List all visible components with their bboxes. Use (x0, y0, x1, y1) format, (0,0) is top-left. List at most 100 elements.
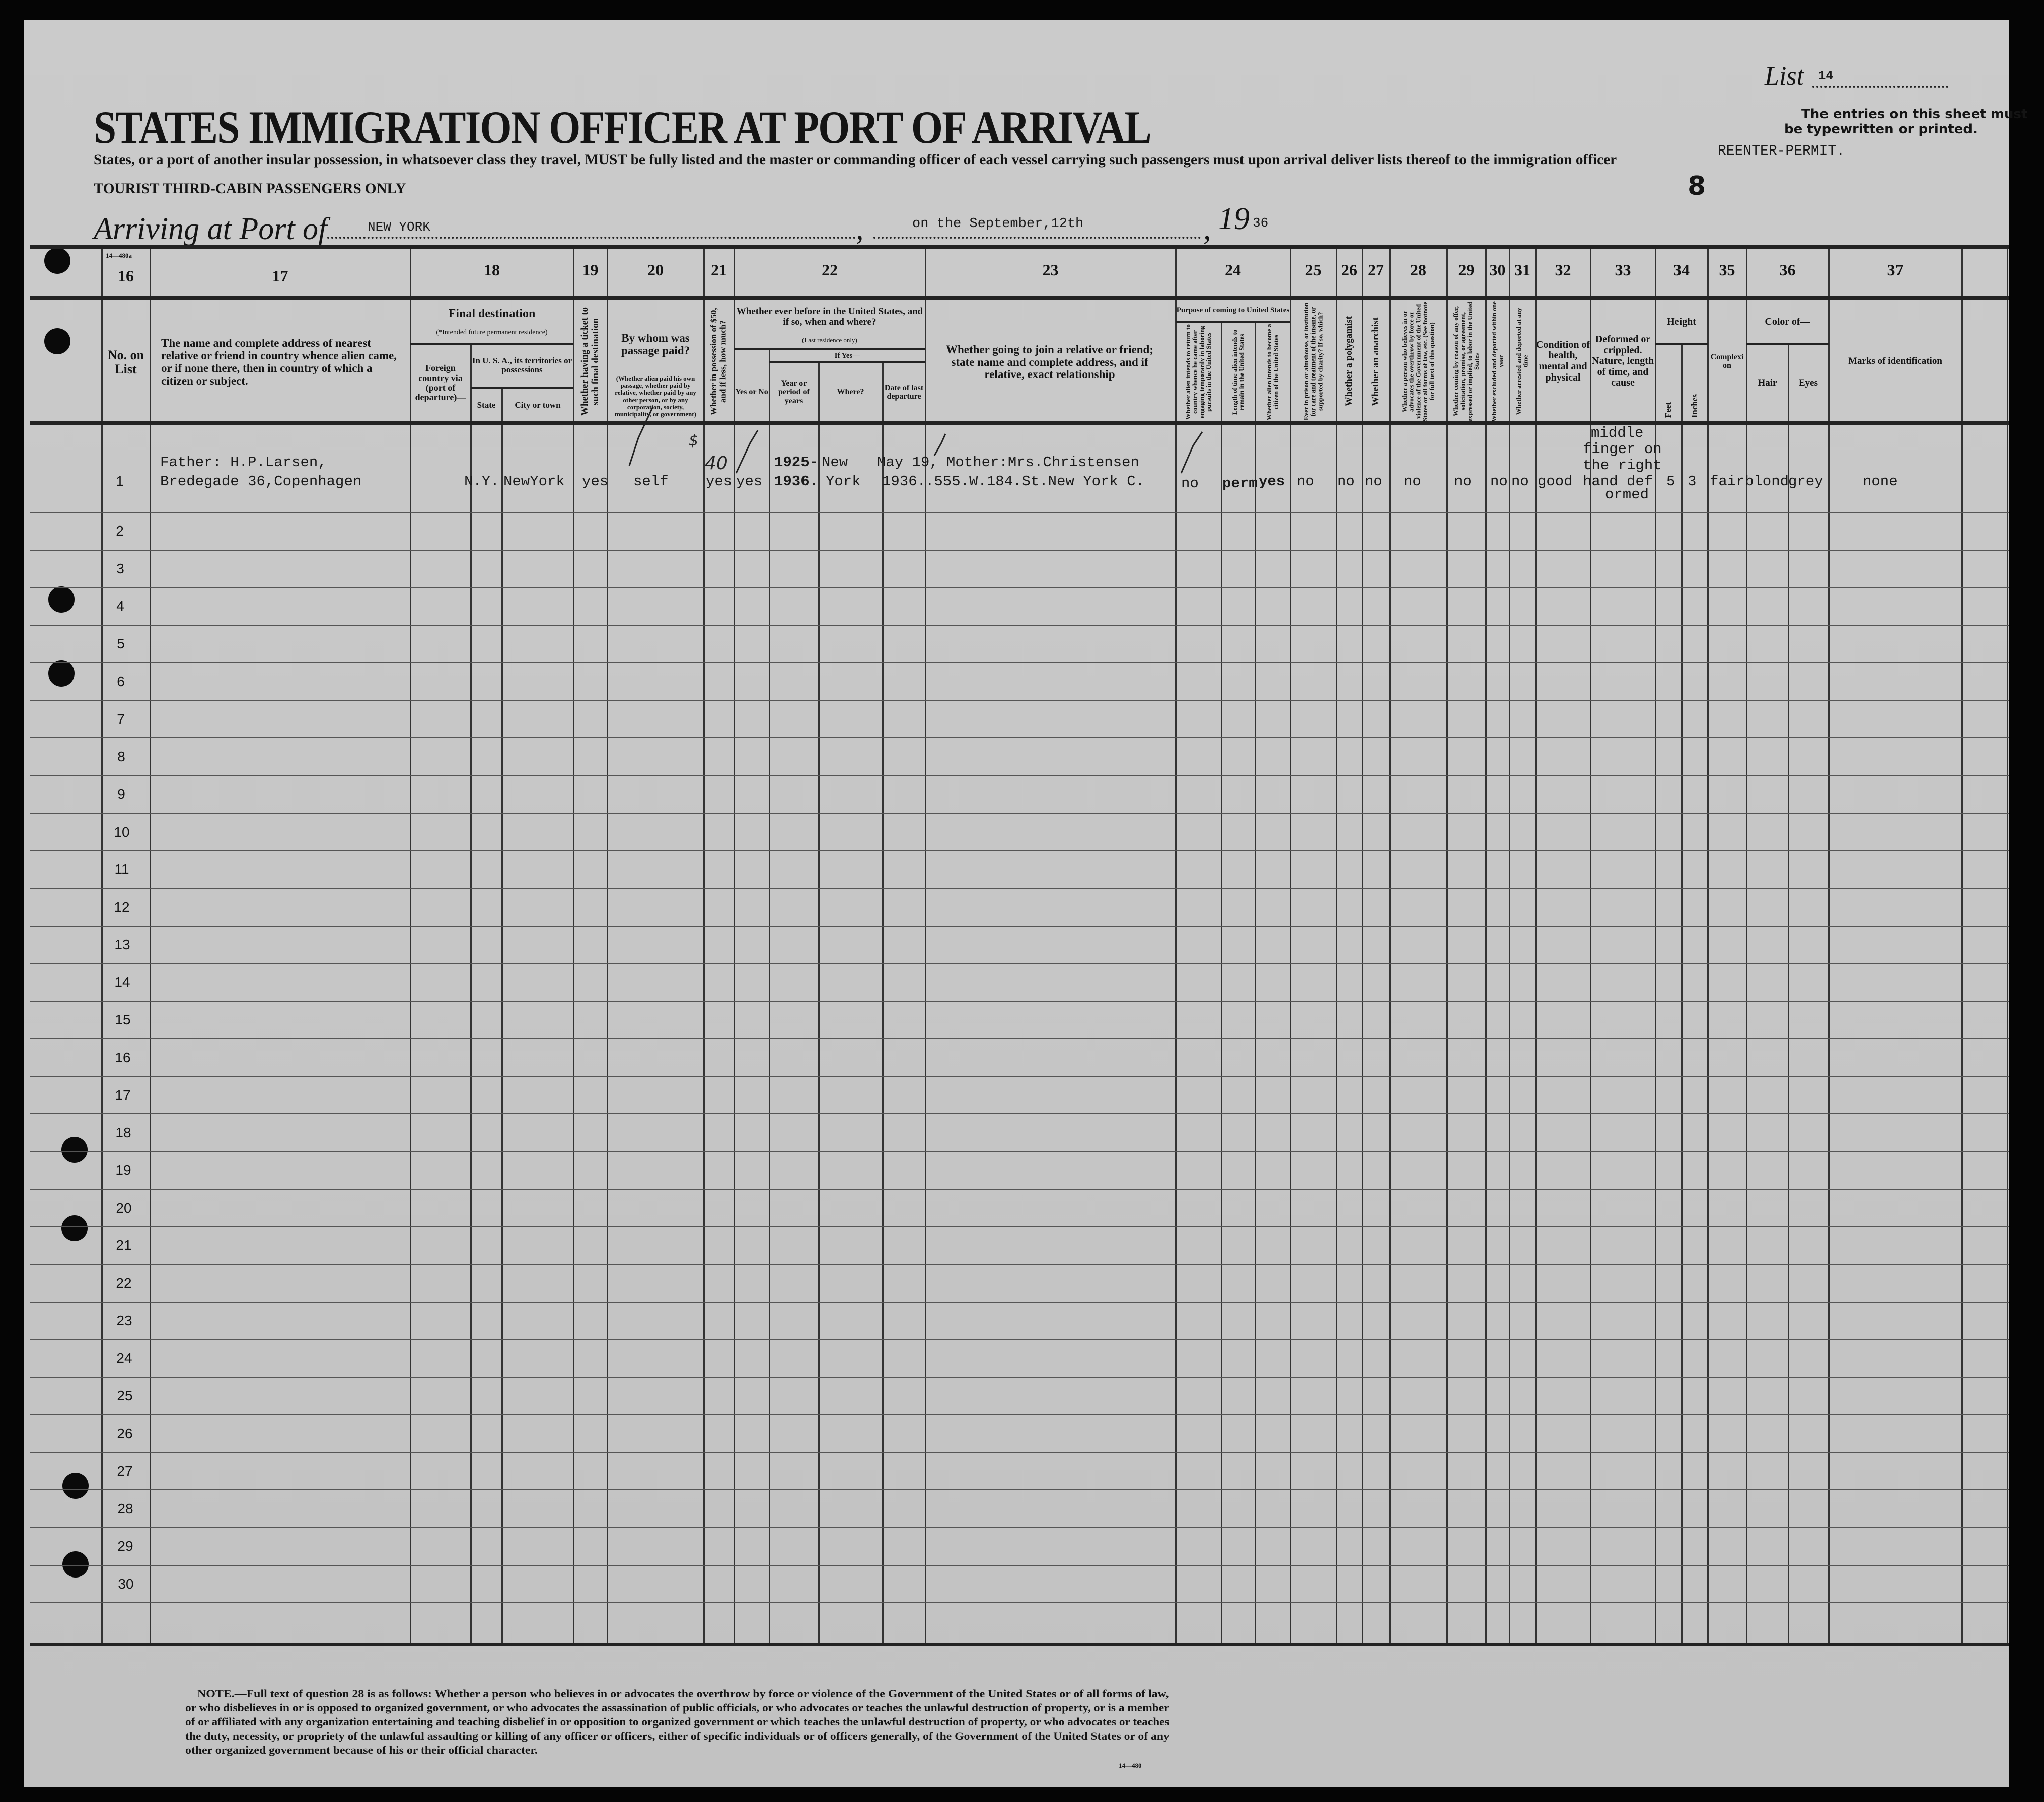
column-rule (882, 362, 884, 1644)
column-number: 21 (711, 261, 727, 279)
form-code: 14—480a (106, 252, 132, 259)
years-value: 1936. (774, 473, 819, 490)
column-rule (703, 247, 705, 1644)
row-rule (30, 1302, 2009, 1303)
row-rule (30, 926, 2009, 927)
row-rule (30, 587, 2009, 588)
column-number: 35 (1719, 261, 1735, 279)
header-in-usa: In U. S. A., its territories or possessi… (472, 355, 572, 374)
column-number: 20 (647, 261, 664, 279)
header-complexion: Complexion (1710, 352, 1744, 370)
height-feet-value: 5 (1666, 473, 1675, 490)
joining-address: .555.W.184.St.New York C. (925, 473, 1145, 490)
deformed-value: the right (1583, 457, 1662, 474)
last-departure-value: 1936. (882, 473, 926, 490)
check-mark (628, 407, 653, 466)
column-rule (1828, 247, 1830, 1644)
money-value: yes (706, 473, 733, 490)
row-rule (30, 775, 2009, 776)
row-rule (30, 700, 2009, 701)
typewritten-notice: The entries on this sheet must (1801, 107, 2028, 122)
footnote-line: the duty, necessity, or propriety of the… (185, 1730, 1170, 1742)
dest-state: N.Y. (464, 473, 499, 490)
eyes-value: grey (1788, 473, 1823, 490)
excluded-value: no (1490, 473, 1508, 490)
row-rule (30, 963, 2009, 964)
money-mark: $ (689, 432, 699, 449)
row-rule (30, 1452, 2009, 1453)
row-rule (30, 737, 2009, 738)
column-rule (1681, 344, 1683, 1644)
arriving-label: Arriving at Port of (94, 212, 327, 246)
row-number: 2 (116, 523, 124, 539)
header-marks: Marks of identification (1848, 355, 1942, 366)
row-number: 4 (116, 598, 124, 614)
punch-hole (44, 248, 70, 274)
row-rule (30, 550, 2009, 551)
row-number: 13 (114, 937, 130, 952)
header-if-yes: If Yes— (834, 351, 860, 360)
header-year-period: Year or period of years (778, 379, 810, 405)
column-number: 32 (1555, 261, 1571, 279)
row-rule (30, 1565, 2009, 1566)
column-rule (101, 247, 103, 1644)
header-foreign-country: Foreign country via (port of departure)— (415, 363, 466, 403)
header-nearest-relative: The name and complete address of nearest… (161, 337, 397, 387)
row-rule (30, 850, 2009, 851)
punch-hole (62, 1551, 89, 1578)
health-value: good (1538, 473, 1573, 490)
row-number: 11 (114, 861, 129, 877)
comma: , (856, 212, 864, 246)
footnote-line: of or affiliated with any organization e… (185, 1715, 1170, 1728)
row-number: 8 (117, 748, 125, 764)
form-code: 14—480 (1119, 1762, 1142, 1769)
row-number: 14 (114, 974, 130, 990)
header-height: Height (1667, 316, 1696, 328)
column-number: 23 (1042, 261, 1059, 279)
row-rule (30, 1189, 2009, 1190)
money-handwritten: 40 (705, 453, 728, 474)
row-number: 29 (117, 1538, 133, 1554)
column-rule (1746, 247, 1747, 1644)
row-rule (30, 1076, 2009, 1077)
column-rule (2007, 247, 2008, 1644)
length-of-stay-value: perm (1222, 475, 1258, 492)
row-number: 17 (115, 1087, 131, 1103)
row-rule (30, 1226, 2009, 1227)
relative-name: Father: H.P.Larsen, (160, 454, 327, 471)
column-number: 25 (1305, 261, 1322, 279)
row-rule (30, 813, 2009, 814)
column-rule (1509, 247, 1510, 1644)
year-prefix: 19 (1218, 202, 1250, 236)
thick-rule (30, 296, 2009, 300)
column-rule (607, 247, 608, 1644)
row-rule (30, 1489, 2009, 1490)
column-rule (410, 247, 411, 1644)
column-number: 34 (1673, 261, 1690, 279)
column-rule (1290, 247, 1291, 1644)
column-number: 24 (1225, 261, 1241, 279)
thick-rule (30, 1643, 2009, 1646)
punch-hole (44, 328, 70, 354)
subheader-rule (410, 343, 573, 345)
column-number: 17 (272, 267, 288, 285)
row-number: 6 (117, 673, 125, 689)
column-rule (1389, 247, 1391, 1644)
passage-paid-value: self (633, 473, 669, 490)
row-number: 25 (117, 1388, 133, 1403)
year-suffix: 36 (1253, 215, 1269, 231)
column-rule (1175, 247, 1177, 1644)
row-rule (30, 625, 2009, 626)
hair-value: blond (1745, 473, 1789, 490)
height-inches-value: 3 (1688, 473, 1697, 490)
row-number: 26 (117, 1425, 133, 1441)
column-rule (573, 247, 574, 1644)
typewritten-notice: be typewritten or printed. (1784, 122, 1978, 137)
row-number: 5 (117, 636, 125, 651)
header-yes-or-no: Yes or No (735, 388, 768, 397)
anarchist-value: no (1365, 473, 1382, 490)
column-number: 18 (484, 261, 500, 279)
header-city: City or town (515, 400, 561, 410)
become-citizen-value: yes (1259, 473, 1285, 490)
